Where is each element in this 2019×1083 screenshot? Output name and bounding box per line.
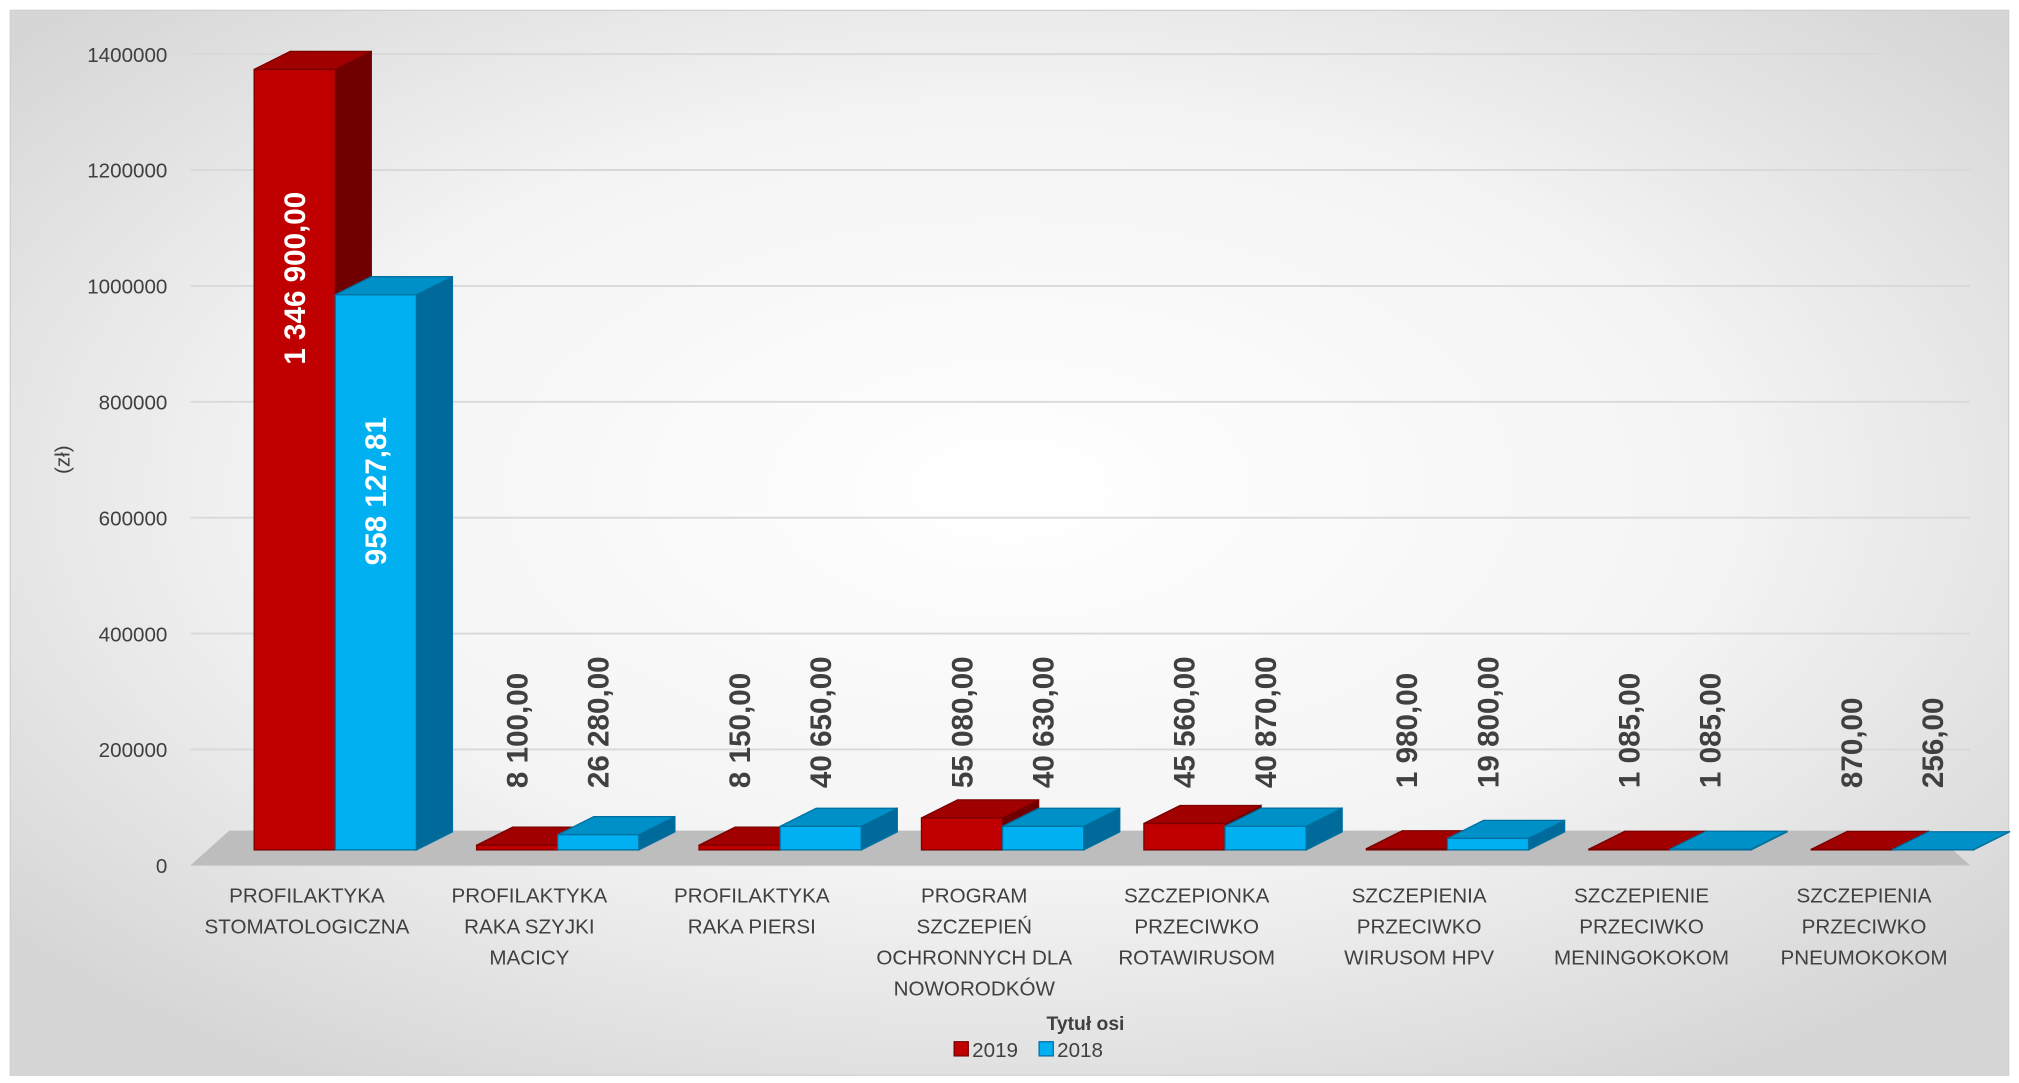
data-label: 870,00: [1836, 698, 1869, 789]
data-label: 55 080,00: [946, 656, 979, 788]
y-tick-label: 1000000: [87, 276, 167, 299]
bar: [1224, 807, 1343, 851]
x-tick-label: PNEUMOKOKOM: [1780, 946, 1947, 969]
bar-front: [1143, 822, 1226, 851]
bar-front: [1588, 848, 1671, 851]
x-tick-label: ROTAWIRUSOM: [1118, 946, 1275, 969]
x-tick-label: PROFILAKTYKA: [229, 885, 385, 908]
legend-label: 2018: [1057, 1039, 1103, 1062]
y-tick-label: 800000: [99, 392, 168, 415]
x-axis-title: Tytuł osi: [1047, 1014, 1125, 1035]
x-tick-label: SZCZEPIONKA: [1124, 885, 1270, 908]
x-tick-label: PRZECIWKO: [1134, 916, 1259, 939]
bar: [1001, 807, 1121, 851]
data-label: 8 100,00: [501, 673, 534, 788]
x-tick-label: NOWORODKÓW: [894, 977, 1056, 1000]
data-label: 19 800,00: [1472, 656, 1505, 788]
data-label: 1 085,00: [1695, 673, 1728, 788]
data-label: 40 650,00: [805, 656, 838, 788]
x-tick-label: PRZECIWKO: [1802, 916, 1927, 939]
data-label: 40 870,00: [1250, 656, 1283, 788]
bar-front: [253, 68, 336, 851]
data-label: 1 085,00: [1614, 673, 1647, 788]
x-tick-label: OCHRONNYCH DLA: [876, 946, 1072, 969]
x-tick-label: RAKA SZYJKI: [464, 916, 594, 939]
legend-swatch: [1038, 1041, 1054, 1057]
data-label: 958 127,81: [360, 417, 393, 565]
bar: [334, 275, 454, 851]
x-tick-label: MACICY: [489, 946, 569, 969]
y-tick-label: 1400000: [87, 44, 167, 67]
data-label: 26 280,00: [583, 656, 616, 788]
y-tick-label: 400000: [99, 623, 168, 646]
bar-front: [1810, 848, 1893, 851]
y-tick-label: 600000: [99, 507, 168, 530]
bar-front: [334, 294, 418, 851]
x-tick-label: PRZECIWKO: [1357, 916, 1482, 939]
bar-front: [920, 817, 1004, 851]
x-tick-label: PROFILAKTYKA: [674, 885, 830, 908]
data-label: 256,00: [1917, 698, 1950, 789]
bar-side: [415, 275, 454, 851]
bar-front: [1224, 825, 1307, 851]
data-label: 8 150,00: [724, 673, 757, 788]
y-axis-title: (zł): [52, 445, 75, 474]
data-label: 40 630,00: [1027, 656, 1060, 788]
x-tick-label: PROGRAM: [921, 885, 1027, 908]
x-tick-label: PRZECIWKO: [1579, 916, 1704, 939]
x-tick-label: SZCZEPIENIA: [1352, 885, 1487, 908]
x-tick-label: SZCZEPIENIE: [1574, 885, 1709, 908]
legend-label: 2019: [972, 1039, 1018, 1062]
x-tick-label: MENINGOKOKOM: [1554, 946, 1729, 969]
legend-swatch: [953, 1041, 969, 1057]
x-tick-label: WIRUSOM HPV: [1344, 946, 1494, 969]
bar-front: [1001, 825, 1085, 851]
bar-front: [1446, 837, 1530, 851]
bar: [779, 807, 898, 851]
x-tick-label: SZCZEPIENIA: [1796, 885, 1931, 908]
data-label: 1 980,00: [1391, 673, 1424, 788]
bar: [557, 815, 676, 851]
bar-front: [475, 844, 559, 851]
data-label: 1 346 900,00: [279, 192, 312, 365]
x-tick-label: SZCZEPIEŃ: [916, 916, 1032, 939]
x-tick-label: RAKA PIERSI: [688, 916, 816, 939]
bar: [1669, 830, 1788, 851]
bars: 1 346 900,00 958 127,81 8 100,00 26 280,00 8…: [253, 50, 2011, 851]
bar: [1446, 819, 1566, 851]
data-label: 45 560,00: [1169, 656, 1202, 788]
bar-front: [1365, 848, 1449, 851]
y-tick-label: 1200000: [87, 160, 167, 183]
legend: 2019 2018: [953, 1039, 1103, 1062]
bar: [1891, 830, 2011, 851]
y-tick-label: 200000: [99, 739, 168, 762]
x-tick-label: STOMATOLOGICZNA: [205, 916, 410, 939]
bar-front: [1669, 848, 1752, 851]
bar-front: [557, 834, 640, 851]
y-tick-label: 0: [156, 855, 167, 878]
bar-front: [698, 844, 781, 851]
bar-front: [779, 825, 862, 851]
x-tick-label: PROFILAKTYKA: [452, 885, 608, 908]
